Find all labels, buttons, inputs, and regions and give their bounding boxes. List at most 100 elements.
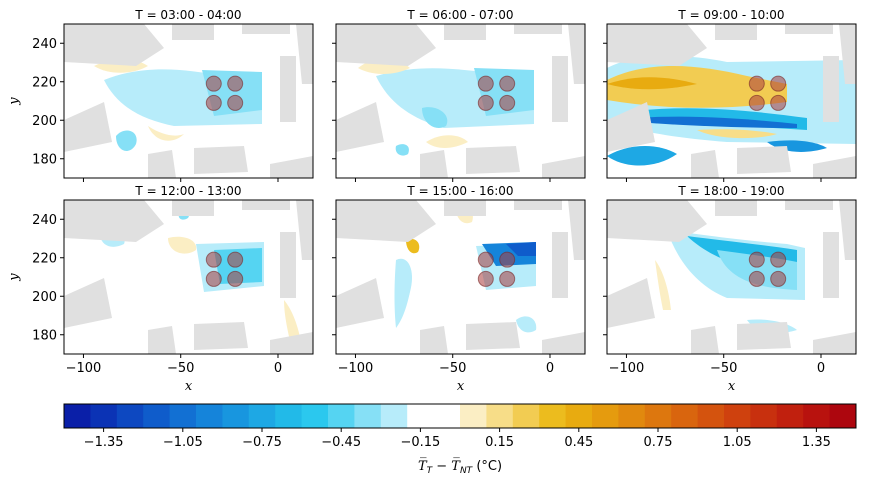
building-mask bbox=[839, 200, 856, 260]
colorbar-label: T̅T − T̅NT (°C) bbox=[418, 458, 502, 476]
building-mask bbox=[514, 200, 562, 210]
y-tick-label: 220 bbox=[32, 251, 57, 266]
colorbar-segment bbox=[829, 404, 857, 428]
panel-title: T = 12:00 - 13:00 bbox=[134, 184, 241, 198]
building-mask bbox=[607, 24, 707, 66]
contour-region bbox=[168, 236, 197, 254]
building-mask bbox=[466, 322, 520, 350]
contour-region bbox=[406, 238, 420, 254]
tree-marker bbox=[477, 251, 494, 268]
colorbar-frame bbox=[63, 403, 857, 429]
building-mask bbox=[542, 156, 585, 178]
building-mask bbox=[444, 200, 486, 216]
contour-region bbox=[607, 145, 677, 166]
contour-region bbox=[607, 66, 787, 108]
building-mask bbox=[280, 56, 296, 122]
building-mask bbox=[813, 332, 856, 354]
y-tick-label: 240 bbox=[32, 37, 57, 52]
colorbar-segment bbox=[116, 404, 144, 428]
tree-marker bbox=[748, 94, 765, 111]
x-tick-label: 0 bbox=[546, 361, 554, 376]
tree-marker bbox=[205, 270, 222, 287]
contour-region bbox=[394, 258, 413, 328]
colorbar-segment bbox=[618, 404, 646, 428]
colorbar-tick-label: 0.15 bbox=[485, 435, 514, 450]
colorbar-segment bbox=[143, 404, 170, 428]
building-mask bbox=[737, 146, 791, 174]
tree-marker bbox=[770, 251, 787, 268]
tree-marker bbox=[770, 94, 787, 111]
colorbar-segment bbox=[328, 404, 355, 428]
colorbar-segment bbox=[354, 404, 382, 428]
building-mask bbox=[336, 278, 384, 328]
tree-marker bbox=[499, 94, 516, 111]
axes-frame bbox=[606, 23, 857, 179]
building-mask bbox=[823, 232, 839, 298]
colorbar-segment bbox=[724, 404, 751, 428]
tree-marker bbox=[205, 251, 222, 268]
x-axis-label: x bbox=[457, 379, 465, 394]
colorbar-segment bbox=[697, 404, 725, 428]
tree-marker bbox=[770, 270, 787, 287]
building-mask bbox=[607, 278, 655, 328]
building-mask bbox=[823, 56, 839, 122]
tree-marker bbox=[748, 251, 765, 268]
building-mask bbox=[514, 24, 562, 34]
y-tick-label: 180 bbox=[32, 328, 57, 343]
colorbar-segment bbox=[275, 404, 302, 428]
building-mask bbox=[280, 232, 296, 298]
colorbar-tick-label: 0.45 bbox=[564, 435, 593, 450]
colorbar-tick-label: −1.05 bbox=[163, 435, 203, 450]
building-mask bbox=[466, 146, 520, 174]
panel-title: T = 03:00 - 04:00 bbox=[134, 8, 241, 22]
building-mask bbox=[64, 24, 164, 66]
building-mask bbox=[785, 200, 833, 210]
colorbar-segment bbox=[592, 404, 619, 428]
colorbar-tick-label: 0.75 bbox=[644, 435, 673, 450]
axes-frame bbox=[63, 23, 314, 179]
building-mask bbox=[194, 322, 248, 350]
tree-marker bbox=[205, 94, 222, 111]
tree-marker bbox=[748, 75, 765, 92]
tree-marker bbox=[770, 75, 787, 92]
building-mask bbox=[542, 332, 585, 354]
panel-title: T = 15:00 - 16:00 bbox=[406, 184, 513, 198]
x-tick-label: −100 bbox=[609, 361, 645, 376]
building-mask bbox=[336, 24, 436, 66]
colorbar: −1.35 −1.05 −0.75 −0.45 −0.15 0.15 0.45 0.75 1.0… bbox=[63, 403, 857, 476]
colorbar-segment bbox=[407, 404, 434, 428]
contour-region bbox=[426, 135, 468, 148]
building-mask bbox=[420, 326, 448, 354]
colorbar-segment bbox=[248, 404, 276, 428]
panel-1: T = 03:00 - 04:00 180 200 220 240 y bbox=[7, 8, 314, 182]
y-tick-label: 240 bbox=[32, 213, 57, 228]
y-tick-label: 180 bbox=[32, 152, 57, 167]
panel-5: T = 15:00 - 16:00 −100 −50 0 x bbox=[332, 184, 586, 394]
building-mask bbox=[148, 326, 176, 354]
contour-region bbox=[422, 107, 448, 128]
contour-region bbox=[607, 77, 697, 90]
tree-marker bbox=[477, 75, 494, 92]
axes-frame bbox=[335, 199, 586, 355]
colorbar-tick-label: −0.45 bbox=[321, 435, 361, 450]
colorbar-segment bbox=[776, 404, 804, 428]
building-mask bbox=[607, 102, 655, 152]
axes-frame bbox=[335, 23, 586, 179]
colorbar-segment bbox=[460, 404, 487, 428]
x-tick-label: 0 bbox=[274, 361, 282, 376]
tree-marker bbox=[477, 270, 494, 287]
building-mask bbox=[715, 200, 757, 216]
building-mask bbox=[194, 146, 248, 174]
building-mask bbox=[242, 200, 290, 210]
tree-marker bbox=[227, 270, 244, 287]
building-mask bbox=[552, 56, 568, 122]
panel-2: T = 06:00 - 07:00 bbox=[332, 8, 586, 182]
x-tick-label: −50 bbox=[439, 361, 466, 376]
panel-3: T = 09:00 - 10:00 bbox=[603, 8, 857, 182]
colorbar-segment bbox=[750, 404, 778, 428]
colorbar-segment bbox=[433, 404, 461, 428]
y-tick-label: 200 bbox=[32, 114, 57, 129]
panel-6: T = 18:00 - 19:00 −100 −50 0 x bbox=[603, 184, 857, 394]
contour-region bbox=[506, 242, 536, 256]
